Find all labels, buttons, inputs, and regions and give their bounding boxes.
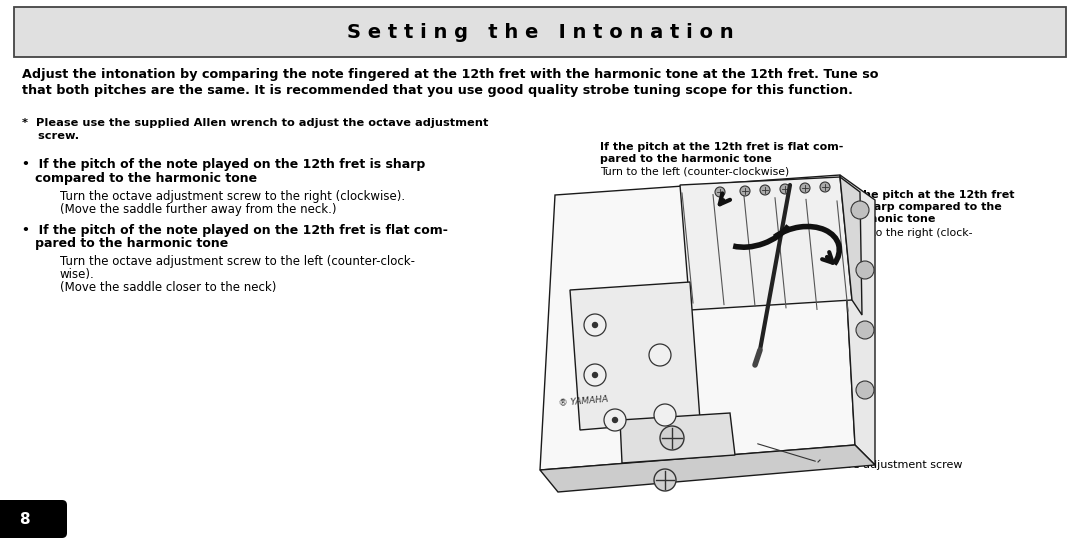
Circle shape: [856, 381, 874, 399]
Text: wise).: wise).: [60, 268, 95, 281]
Text: is sharp compared to the: is sharp compared to the: [845, 202, 1002, 212]
Circle shape: [851, 201, 869, 219]
FancyBboxPatch shape: [14, 7, 1066, 57]
Circle shape: [856, 261, 874, 279]
Text: Turn the octave adjustment screw to the right (clockwise).: Turn the octave adjustment screw to the …: [60, 190, 405, 203]
Text: If the pitch at the 12th fret: If the pitch at the 12th fret: [845, 190, 1014, 200]
Text: pared to the harmonic tone: pared to the harmonic tone: [22, 237, 228, 250]
Polygon shape: [840, 177, 862, 315]
Text: •  If the pitch of the note played on the 12th fret is flat com-: • If the pitch of the note played on the…: [22, 224, 448, 237]
Circle shape: [584, 364, 606, 386]
Text: •  If the pitch of the note played on the 12th fret is sharp: • If the pitch of the note played on the…: [22, 158, 426, 171]
Circle shape: [593, 322, 597, 328]
Polygon shape: [570, 282, 700, 430]
Polygon shape: [620, 413, 735, 463]
Circle shape: [780, 184, 789, 194]
Text: Turn to the right (clock-: Turn to the right (clock-: [845, 228, 972, 238]
Circle shape: [584, 314, 606, 336]
FancyBboxPatch shape: [0, 500, 67, 538]
Text: ® YAMAHA: ® YAMAHA: [558, 395, 608, 408]
Circle shape: [612, 417, 618, 422]
Circle shape: [740, 186, 750, 196]
Circle shape: [654, 469, 676, 491]
Circle shape: [856, 321, 874, 339]
Circle shape: [660, 426, 684, 450]
Text: (Move the saddle further away from the neck.): (Move the saddle further away from the n…: [60, 203, 337, 216]
Circle shape: [649, 344, 671, 366]
Circle shape: [715, 187, 725, 197]
Circle shape: [654, 404, 676, 426]
Text: that both pitches are the same. It is recommended that you use good quality stro: that both pitches are the same. It is re…: [22, 84, 853, 97]
Circle shape: [820, 182, 831, 192]
Circle shape: [800, 183, 810, 193]
Text: If the pitch at the 12th fret is flat com-: If the pitch at the 12th fret is flat co…: [600, 142, 843, 152]
Text: (Move the saddle closer to the neck): (Move the saddle closer to the neck): [60, 281, 276, 294]
Polygon shape: [680, 177, 852, 310]
Text: Turn to the left (counter-clockwise): Turn to the left (counter-clockwise): [600, 167, 789, 177]
Polygon shape: [540, 445, 875, 492]
Text: Turn the octave adjustment screw to the left (counter-clock-: Turn the octave adjustment screw to the …: [60, 255, 415, 268]
Text: Adjust the intonation by comparing the note fingered at the 12th fret with the h: Adjust the intonation by comparing the n…: [22, 68, 878, 81]
Circle shape: [760, 185, 770, 195]
Text: harmonic tone: harmonic tone: [845, 214, 935, 224]
Text: compared to the harmonic tone: compared to the harmonic tone: [22, 172, 257, 185]
Text: pared to the harmonic tone: pared to the harmonic tone: [600, 154, 772, 164]
Text: wise): wise): [845, 240, 874, 250]
Text: S e t t i n g   t h e   I n t o n a t i o n: S e t t i n g t h e I n t o n a t i o n: [347, 24, 733, 43]
Circle shape: [593, 372, 597, 378]
Text: 8: 8: [18, 513, 29, 527]
Polygon shape: [540, 175, 855, 470]
Circle shape: [604, 409, 626, 431]
Polygon shape: [840, 175, 875, 465]
Text: Octave adjustment screw: Octave adjustment screw: [820, 460, 962, 470]
Text: screw.: screw.: [22, 131, 79, 141]
Text: *  Please use the supplied Allen wrench to adjust the octave adjustment: * Please use the supplied Allen wrench t…: [22, 118, 488, 128]
